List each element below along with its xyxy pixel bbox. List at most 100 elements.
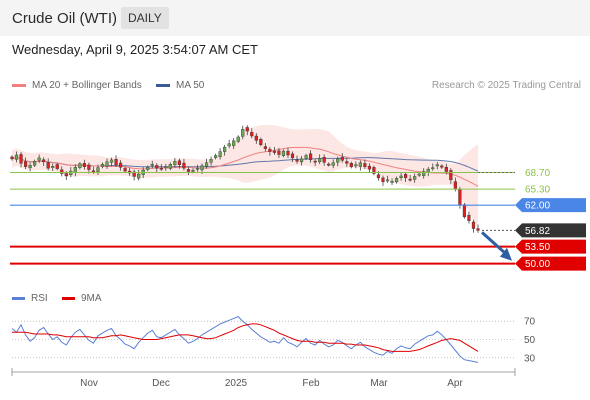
candle: [78, 163, 82, 168]
legend-ma50-label: MA 50: [176, 80, 205, 91]
candle: [137, 173, 141, 179]
x-tick-label: Dec: [152, 378, 170, 389]
candle: [150, 164, 154, 166]
candle: [73, 166, 77, 174]
candle: [51, 166, 55, 168]
candle: [349, 163, 353, 167]
candle: [462, 204, 467, 218]
candle: [345, 161, 349, 164]
candle: [37, 157, 41, 161]
support-level-label: 50.00: [525, 259, 550, 270]
candle: [155, 165, 159, 169]
legend-ma20-label: MA 20 + Bollinger Bands: [32, 80, 142, 91]
candle: [308, 153, 313, 161]
candle: [318, 158, 322, 163]
candle: [82, 162, 86, 167]
forecast-arrowhead: [500, 247, 512, 261]
candle: [367, 165, 372, 170]
candle: [105, 161, 109, 167]
current-level-tag: [515, 223, 586, 238]
candle: [236, 136, 240, 142]
candle: [413, 176, 417, 180]
candle: [336, 158, 340, 163]
candle: [60, 169, 64, 174]
support-level-tag: [515, 256, 586, 271]
candle: [173, 161, 177, 166]
candle: [322, 157, 326, 163]
legend-ma20: MA 20 + Bollinger Bands: [12, 80, 142, 91]
resistance-level-label: 68.70: [525, 168, 550, 179]
rsi-ma-line: [12, 323, 479, 352]
candle: [123, 168, 127, 172]
candle: [91, 170, 96, 173]
candle: [146, 166, 150, 170]
candle: [286, 150, 290, 156]
candle: [195, 167, 200, 170]
rsi-swatch: [12, 296, 25, 300]
x-tick-label: Mar: [370, 378, 388, 389]
candle: [55, 164, 59, 169]
candle: [46, 162, 50, 169]
candle: [404, 173, 408, 179]
candle: [254, 135, 258, 141]
x-tick-label: Apr: [447, 378, 463, 389]
candle: [467, 214, 471, 221]
legend-rsi-ma-label: 9MA: [81, 293, 102, 304]
support-level-label: 53.50: [525, 242, 550, 253]
candle: [200, 165, 204, 171]
candle: [182, 162, 186, 169]
candle: [33, 161, 37, 166]
rsi-tick-label: 50: [524, 335, 536, 346]
candle: [354, 164, 358, 167]
candle: [363, 163, 367, 167]
candle: [96, 167, 100, 172]
candle: [10, 156, 14, 160]
level-lines: 68.70 65.30 62.00 56.82 53.50 50.00: [10, 168, 586, 271]
current-level-label: 56.82: [525, 226, 550, 237]
candle: [259, 139, 263, 145]
candle: [408, 178, 412, 181]
candle: [164, 166, 168, 169]
candle: [118, 162, 123, 168]
candle: [385, 179, 390, 182]
copyright-text: Research © 2025 Trading Central: [431, 80, 581, 91]
candle: [177, 160, 182, 165]
rsi-ma-swatch: [62, 296, 75, 300]
resistance-level-label: 65.30: [525, 185, 550, 196]
candle: [340, 156, 344, 161]
candle: [100, 164, 105, 167]
candle: [213, 155, 218, 158]
bollinger-band-area: [12, 124, 478, 229]
candle: [23, 161, 28, 167]
candle: [168, 164, 172, 169]
candle: [19, 154, 23, 164]
candle: [114, 159, 118, 165]
candle: [390, 181, 394, 183]
candle: [417, 173, 421, 176]
legend-rsi-ma: 9MA: [62, 293, 102, 304]
legend-rsi: RSI: [12, 293, 48, 304]
timestamp: Wednesday, April 9, 2025 3:54:07 AM CET: [12, 42, 258, 57]
candle: [186, 169, 191, 172]
candle: [327, 163, 331, 166]
header-bar: Crude Oil (WTI) DAILY: [0, 0, 590, 36]
candle: [440, 165, 444, 168]
ma20-swatch: [12, 83, 26, 87]
candle: [42, 159, 46, 163]
candle: [64, 173, 68, 177]
x-tick-label: Feb: [302, 378, 320, 389]
pivot-level-tag: [515, 198, 586, 213]
candle: [245, 127, 249, 132]
x-tick-label: Nov: [80, 378, 98, 389]
rsi-line: [11, 316, 479, 363]
timeframe-badge[interactable]: DAILY: [121, 7, 169, 29]
rsi-panel: 70 50 30: [11, 316, 536, 364]
candle: [209, 159, 213, 163]
candle: [272, 150, 277, 153]
candle: [250, 132, 254, 137]
candle: [444, 166, 448, 172]
candle: [458, 189, 462, 206]
ma50-swatch: [156, 83, 170, 87]
candle: [449, 170, 453, 181]
